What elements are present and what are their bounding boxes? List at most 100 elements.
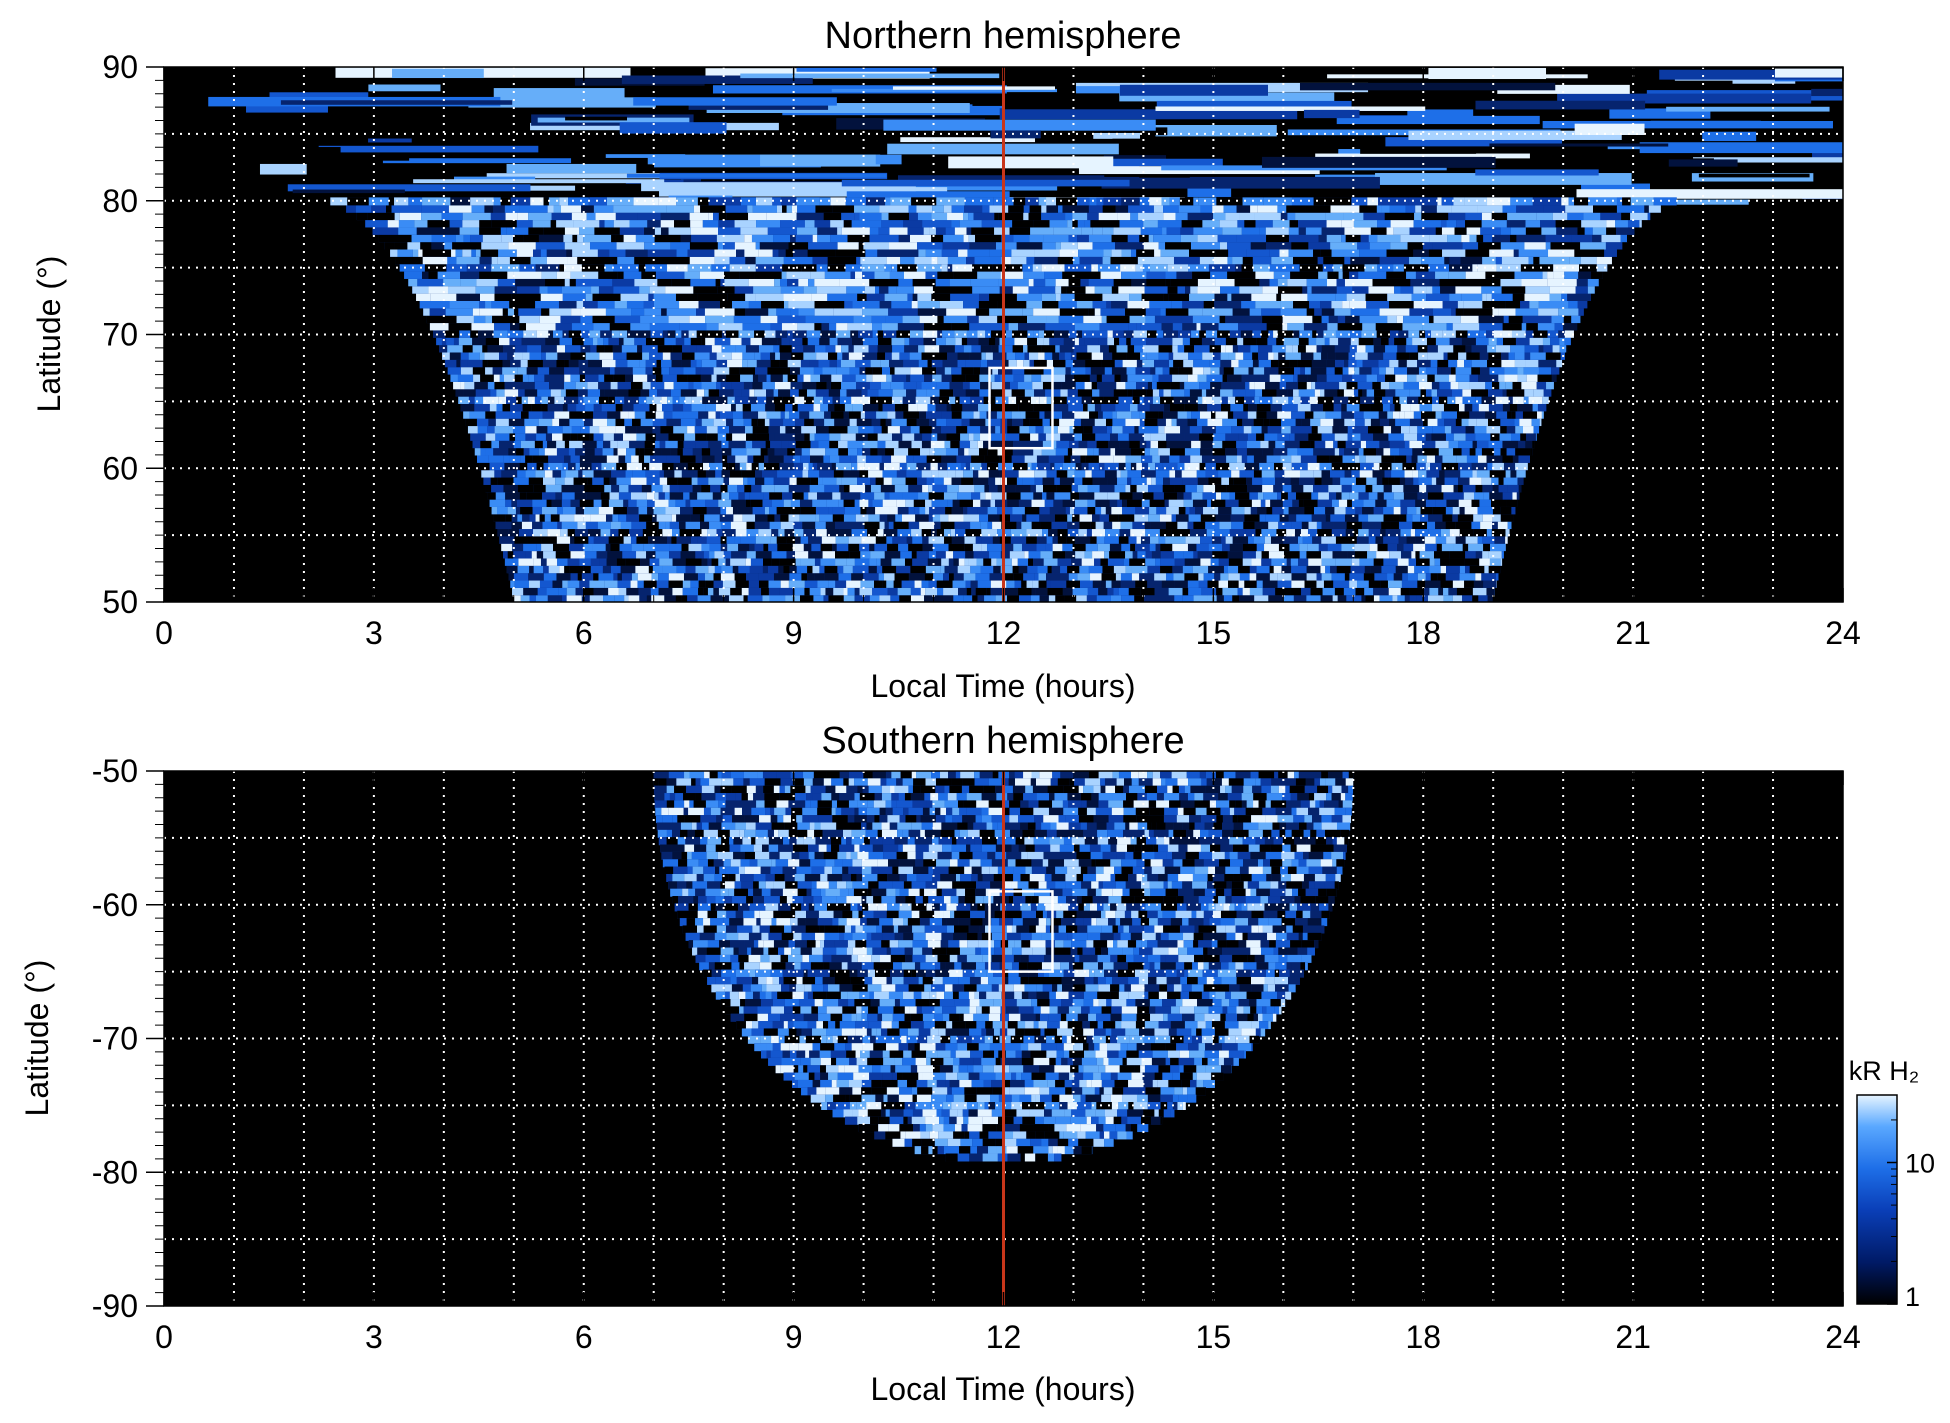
- heatmap-cell: [470, 432, 486, 441]
- heatmap-cell: [1129, 315, 1146, 324]
- heatmap-cell: [814, 322, 822, 331]
- heatmap-cell: [447, 285, 476, 294]
- heatmap-cell: [1383, 447, 1391, 456]
- heatmap-cell: [1252, 476, 1263, 485]
- heatmap-cell: [1462, 543, 1469, 552]
- heatmap-cell: [605, 543, 611, 552]
- heatmap-cell: [1166, 432, 1176, 441]
- heatmap-cell: [897, 506, 909, 515]
- heatmap-cell: [732, 410, 743, 419]
- heatmap-cell: [964, 543, 973, 552]
- heatmap-cell: [990, 403, 1005, 412]
- heatmap-cell: [932, 513, 941, 522]
- heatmap-cell: [1189, 388, 1202, 397]
- heatmap-cell: [869, 557, 877, 566]
- heatmap-cell: [739, 366, 755, 375]
- heatmap-cell: [1083, 315, 1102, 324]
- heatmap-cell: [836, 322, 848, 331]
- heatmap-cell: [1152, 388, 1160, 397]
- heatmap-cell: [613, 373, 626, 382]
- heatmap-cell: [1344, 256, 1351, 265]
- heatmap-cell: [1055, 447, 1068, 456]
- heatmap-cell: [794, 447, 802, 456]
- heatmap-cell: [1313, 410, 1326, 419]
- heatmap-cell: [680, 234, 692, 243]
- heatmap-cell: [1145, 528, 1160, 537]
- heatmap-cell: [973, 366, 981, 375]
- heatmap-cell: [820, 403, 828, 412]
- heatmap-cell: [965, 359, 981, 368]
- heatmap-cell: [1385, 344, 1398, 353]
- heatmap-cell: [1096, 594, 1111, 602]
- heatmap-cell: [1203, 366, 1211, 375]
- heatmap-cell: [1118, 462, 1126, 471]
- heatmap-cell: [564, 278, 570, 287]
- heatmap-cell: [1364, 587, 1374, 596]
- heatmap-cell: [1526, 322, 1538, 331]
- heatmap-cell: [1011, 410, 1021, 419]
- heatmap-cell: [485, 432, 496, 441]
- heatmap-streak: [619, 122, 727, 134]
- heatmap-cell: [653, 506, 666, 515]
- heatmap-cell: [1520, 432, 1527, 441]
- heatmap-streak: [1475, 100, 1646, 110]
- heatmap-cell: [935, 403, 947, 412]
- heatmap-cell: [601, 403, 616, 412]
- heatmap-cell: [983, 440, 989, 449]
- heatmap-cell: [969, 381, 981, 390]
- heatmap-cell: [623, 499, 629, 507]
- heatmap-cell: [1447, 234, 1462, 243]
- heatmap-streak: [565, 116, 628, 121]
- heatmap-cell: [880, 381, 891, 390]
- heatmap-cell: [692, 506, 707, 515]
- heatmap-cell: [768, 565, 779, 574]
- heatmap-cell: [788, 410, 800, 419]
- heatmap-cell: [643, 300, 654, 309]
- heatmap-cell: [1361, 329, 1377, 338]
- heatmap-cell: [508, 572, 514, 581]
- heatmap-cell: [622, 403, 634, 412]
- heatmap-cell: [992, 535, 1000, 544]
- heatmap-cell: [807, 572, 815, 581]
- heatmap-cell: [1311, 285, 1337, 294]
- heatmap-cell: [1059, 248, 1079, 257]
- heatmap-cell: [1393, 506, 1401, 515]
- heatmap-cell: [1352, 432, 1361, 441]
- heatmap-cell: [485, 410, 496, 419]
- heatmap-cell: [808, 491, 818, 500]
- heatmap-cell: [961, 366, 974, 375]
- heatmap-cell: [901, 579, 915, 588]
- heatmap-cell: [536, 425, 548, 434]
- heatmap-cell: [1225, 535, 1233, 544]
- heatmap-cell: [1321, 572, 1332, 581]
- heatmap-cell: [1471, 462, 1488, 471]
- heatmap-cell: [1143, 241, 1159, 250]
- heatmap-cell: [1434, 557, 1441, 566]
- heatmap-cell: [1013, 543, 1023, 552]
- heatmap-cell: [1111, 381, 1117, 390]
- heatmap-cell: [1189, 425, 1202, 434]
- heatmap-cell: [1501, 256, 1529, 265]
- heatmap-cell: [570, 535, 575, 544]
- heatmap-cell: [1281, 293, 1308, 301]
- heatmap-cell: [1105, 528, 1120, 537]
- heatmap-cell: [1313, 447, 1327, 456]
- heatmap-cell: [1000, 373, 1014, 382]
- heatmap-cell: [574, 491, 587, 500]
- heatmap-cell: [1406, 337, 1413, 346]
- heatmap-cell: [1201, 454, 1217, 463]
- heatmap-cell: [1229, 462, 1245, 471]
- heatmap-cell: [494, 381, 505, 390]
- heatmap-cell: [1349, 270, 1359, 279]
- heatmap-cell: [906, 373, 911, 382]
- heatmap-cell: [808, 469, 820, 478]
- heatmap-cell: [943, 491, 958, 500]
- heatmap-cell: [889, 241, 918, 250]
- heatmap-cell: [1011, 248, 1035, 257]
- heatmap-cell: [653, 396, 662, 404]
- heatmap-cell: [1356, 344, 1366, 353]
- heatmap-cell: [1343, 388, 1354, 397]
- heatmap-cell: [928, 418, 937, 427]
- heatmap-cell: [879, 521, 885, 530]
- heatmap-cell: [419, 300, 450, 309]
